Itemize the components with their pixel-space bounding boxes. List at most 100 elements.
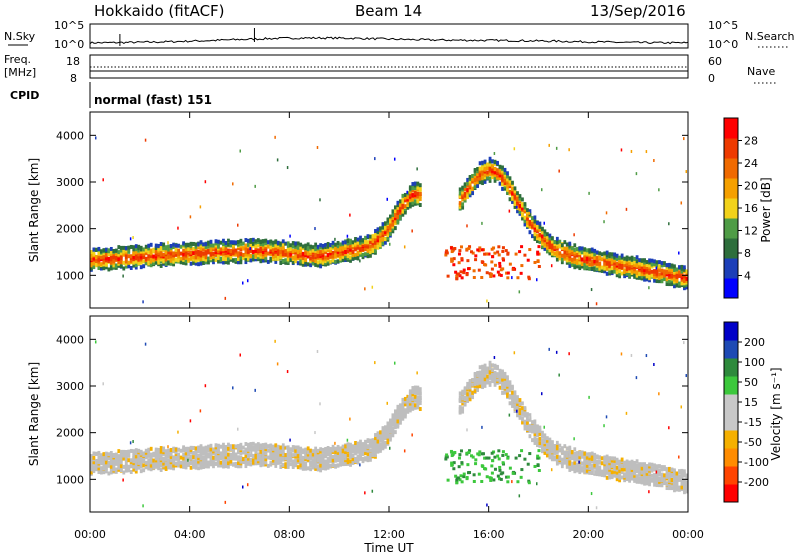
velocity-cell <box>152 461 156 466</box>
power-cell <box>578 256 580 260</box>
velocity-cell <box>496 364 499 369</box>
velocity-cell <box>356 454 360 459</box>
power-cell <box>605 266 609 271</box>
power-cell <box>379 238 382 243</box>
velocity-cell <box>640 478 644 483</box>
power-cell <box>668 274 671 279</box>
velocity-cell <box>406 409 410 414</box>
velocity-cell <box>214 452 218 457</box>
power-cell <box>511 267 515 271</box>
power-cell <box>147 259 151 264</box>
power-cell <box>271 254 275 259</box>
power-cell <box>501 267 505 271</box>
power-cell <box>246 241 250 246</box>
power-cell <box>398 213 402 218</box>
power-cell <box>334 249 337 254</box>
power-cell <box>314 259 318 264</box>
velocity-cell <box>369 450 372 455</box>
power-cell <box>663 261 666 266</box>
power-cell <box>506 171 509 176</box>
velocity-cell <box>570 455 574 460</box>
power-cell <box>269 239 273 244</box>
velocity-cell <box>237 446 240 451</box>
power-cell <box>149 248 153 253</box>
velocity-cell <box>513 405 517 410</box>
velocity-cell <box>346 460 350 465</box>
power-cell <box>590 266 594 271</box>
power-cell <box>660 261 664 266</box>
velocity-cell <box>114 456 118 461</box>
power-cell <box>119 248 123 253</box>
velocity-cell <box>416 389 420 394</box>
velocity-cell <box>92 451 96 456</box>
power-cell <box>645 267 649 272</box>
power-cell <box>374 234 377 239</box>
power-cell <box>147 243 151 248</box>
velocity-cell <box>246 445 250 450</box>
power-cell <box>144 251 148 256</box>
velocity-cell <box>274 450 278 455</box>
power-cell <box>354 255 357 260</box>
velocity-cell <box>486 376 489 381</box>
power-cell <box>359 238 362 243</box>
velocity-cell <box>418 387 422 392</box>
velocity-cell <box>291 459 295 464</box>
power-cell <box>491 164 494 169</box>
velocity-cell <box>466 381 470 386</box>
velocity-cell <box>583 466 587 471</box>
velocity-cell <box>207 448 210 453</box>
power-cell <box>590 288 593 292</box>
velocity-cell <box>304 447 308 452</box>
velocity-cell <box>149 463 153 468</box>
velocity-cell <box>393 412 397 417</box>
power-cell <box>458 201 462 206</box>
velocity-cell <box>164 449 168 454</box>
power-cell <box>274 243 278 248</box>
velocity-cell <box>610 470 614 475</box>
velocity-cell <box>481 375 484 380</box>
velocity-cell <box>281 462 285 467</box>
power-cell <box>558 251 562 256</box>
velocity-cell <box>496 377 499 382</box>
power-cell <box>274 253 278 258</box>
power-cell <box>256 253 260 258</box>
velocity-cell <box>187 447 190 452</box>
velocity-cell <box>633 478 636 483</box>
velocity-cell <box>403 449 406 453</box>
power-cell <box>359 246 362 251</box>
velocity-cell <box>635 459 639 464</box>
power-cell <box>565 249 569 254</box>
velocity-cell <box>90 460 93 465</box>
velocity-cell <box>324 449 328 454</box>
power-cell <box>620 263 624 268</box>
velocity-cell <box>204 448 208 453</box>
power-cell <box>177 243 180 248</box>
velocity-cell <box>229 453 233 458</box>
velocity-cell <box>505 475 509 479</box>
power-cell <box>162 257 166 262</box>
velocity-cell <box>643 471 646 476</box>
power-cell <box>127 264 131 269</box>
power-cell <box>467 267 471 271</box>
velocity-cell <box>304 450 308 455</box>
power-cell <box>610 269 614 274</box>
velocity-cell <box>575 455 579 460</box>
velocity-cell <box>296 460 300 465</box>
power-cell <box>107 256 111 261</box>
power-cell <box>104 265 108 270</box>
power-cell <box>625 262 629 267</box>
power-cell <box>538 232 542 237</box>
colorbar-swatch <box>724 198 738 219</box>
velocity-cell <box>324 459 328 464</box>
velocity-cell <box>127 453 131 458</box>
colorbar-tick-label: 50 <box>744 376 758 389</box>
power-cell <box>172 262 176 267</box>
power-cell <box>511 276 513 280</box>
power-cell <box>149 251 153 256</box>
power-cell <box>344 249 347 254</box>
power-cell <box>462 268 466 272</box>
power-cell <box>227 260 230 265</box>
power-cell <box>386 197 389 201</box>
velocity-cell <box>389 423 392 428</box>
power-cell <box>194 258 198 263</box>
